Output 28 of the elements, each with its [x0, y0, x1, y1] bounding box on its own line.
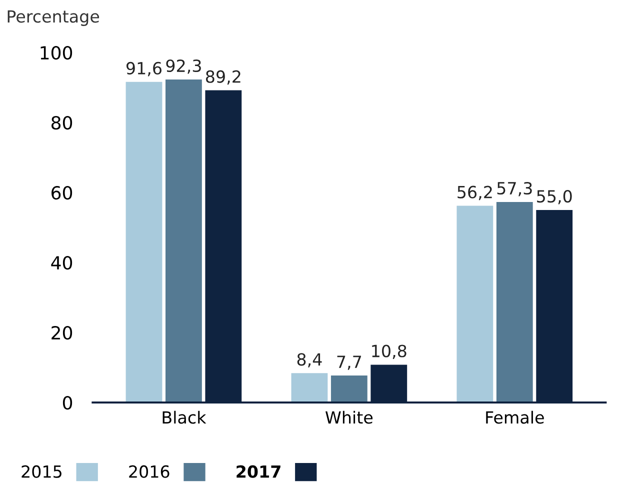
- data-label: 57,3: [497, 182, 532, 196]
- bar: [496, 202, 533, 402]
- y-tick-label: 0: [62, 396, 72, 410]
- y-tick-label: 40: [51, 256, 72, 270]
- y-tick-label: 100: [40, 46, 72, 60]
- data-label: 91,6: [126, 62, 162, 76]
- y-tick-label: 20: [52, 326, 72, 340]
- y-tick-label: 60: [52, 186, 72, 200]
- x-tick-label: Female: [486, 410, 544, 424]
- data-label: 10,8: [372, 344, 406, 360]
- y-axis-title: Percentage: [8, 10, 100, 26]
- bar: [126, 82, 162, 402]
- bar: [291, 373, 328, 402]
- y-tick-label: 80: [52, 116, 72, 130]
- x-tick-label: Black: [162, 410, 206, 424]
- x-tick-label: White: [325, 410, 373, 424]
- bar: [456, 206, 494, 402]
- data-label: 89,2: [206, 70, 240, 85]
- data-label: 92,3: [166, 59, 201, 74]
- data-label: 7,7: [337, 356, 361, 370]
- data-label: 55,0: [537, 190, 572, 204]
- legend-label: 2016: [129, 465, 170, 478]
- legend-label: 2015: [22, 465, 62, 478]
- bar: [166, 79, 202, 402]
- bar: [330, 376, 368, 402]
- legend-label: 2017: [236, 465, 280, 478]
- data-label: 56,2: [458, 186, 492, 200]
- data-label: 8,4: [297, 353, 322, 368]
